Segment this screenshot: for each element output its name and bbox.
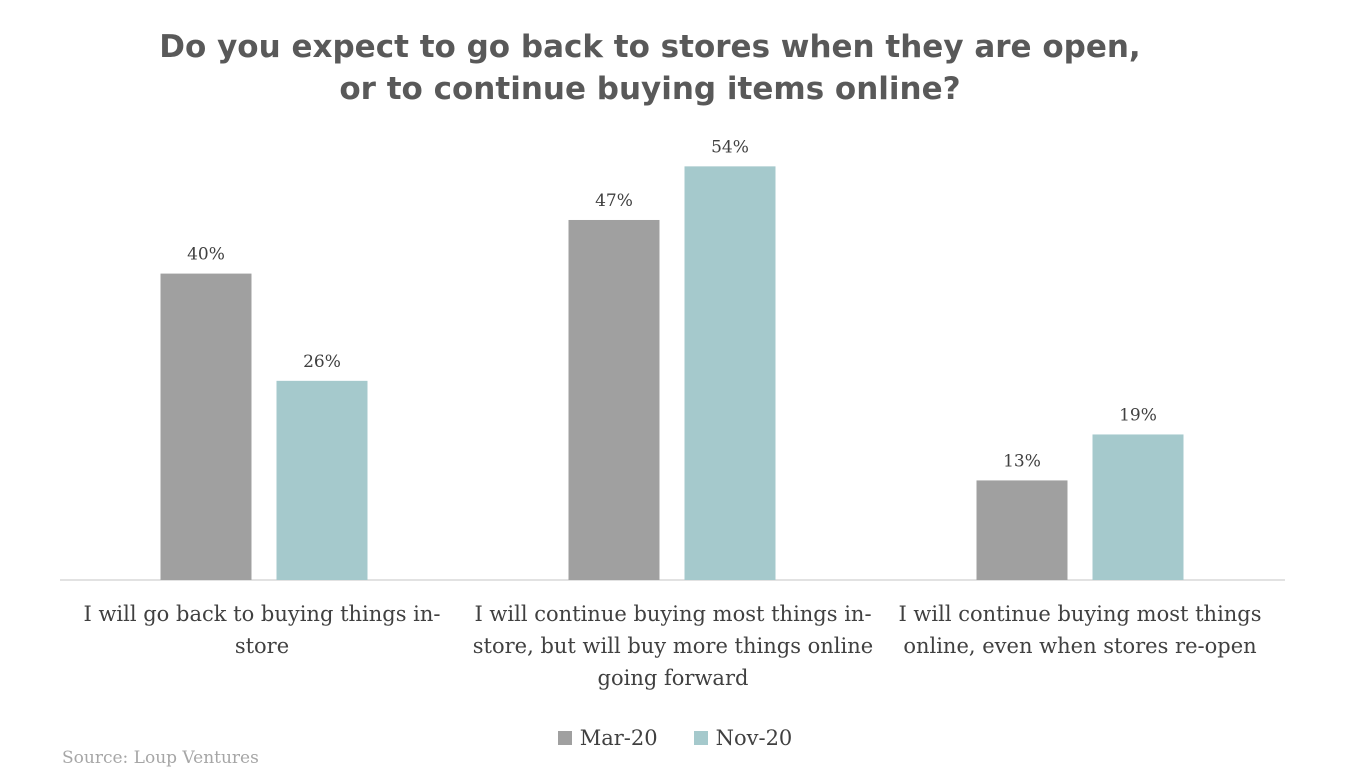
bar-mar-20-2 [976, 480, 1068, 580]
bar-nov-20-0 [276, 380, 368, 580]
source-note: Source: Loup Ventures [62, 748, 259, 768]
category-label-0: I will go back to buying things in-store [83, 602, 441, 658]
data-label-mar-20-2: 13% [1003, 451, 1041, 471]
data-label-mar-20-0: 40% [187, 245, 225, 265]
legend-item-nov-20: Nov-20 [693, 726, 793, 750]
category-label-1: I will continue buying most things in-st… [472, 602, 874, 690]
legend-item-mar-20: Mar-20 [557, 726, 658, 750]
data-label-nov-20-0: 26% [303, 352, 341, 372]
bar-nov-20-2 [1092, 434, 1184, 580]
data-label-nov-20-1: 54% [711, 137, 749, 157]
bar-nov-20-1 [684, 166, 776, 581]
legend: Mar-20 Nov-20 [0, 726, 1350, 750]
data-label-mar-20-1: 47% [595, 191, 633, 211]
bar-mar-20-1 [568, 219, 660, 581]
legend-swatch-mar-20 [557, 731, 572, 745]
chart-title: Do you expect to go back to stores when … [159, 29, 1141, 107]
data-label-nov-20-2: 19% [1119, 405, 1157, 425]
legend-swatch-nov-20 [693, 731, 708, 745]
bar-mar-20-0 [160, 273, 252, 580]
legend-label-mar-20: Mar-20 [579, 726, 658, 750]
legend-label-nov-20: Nov-20 [715, 726, 793, 750]
category-label-2: I will continue buying most things onlin… [898, 602, 1262, 658]
